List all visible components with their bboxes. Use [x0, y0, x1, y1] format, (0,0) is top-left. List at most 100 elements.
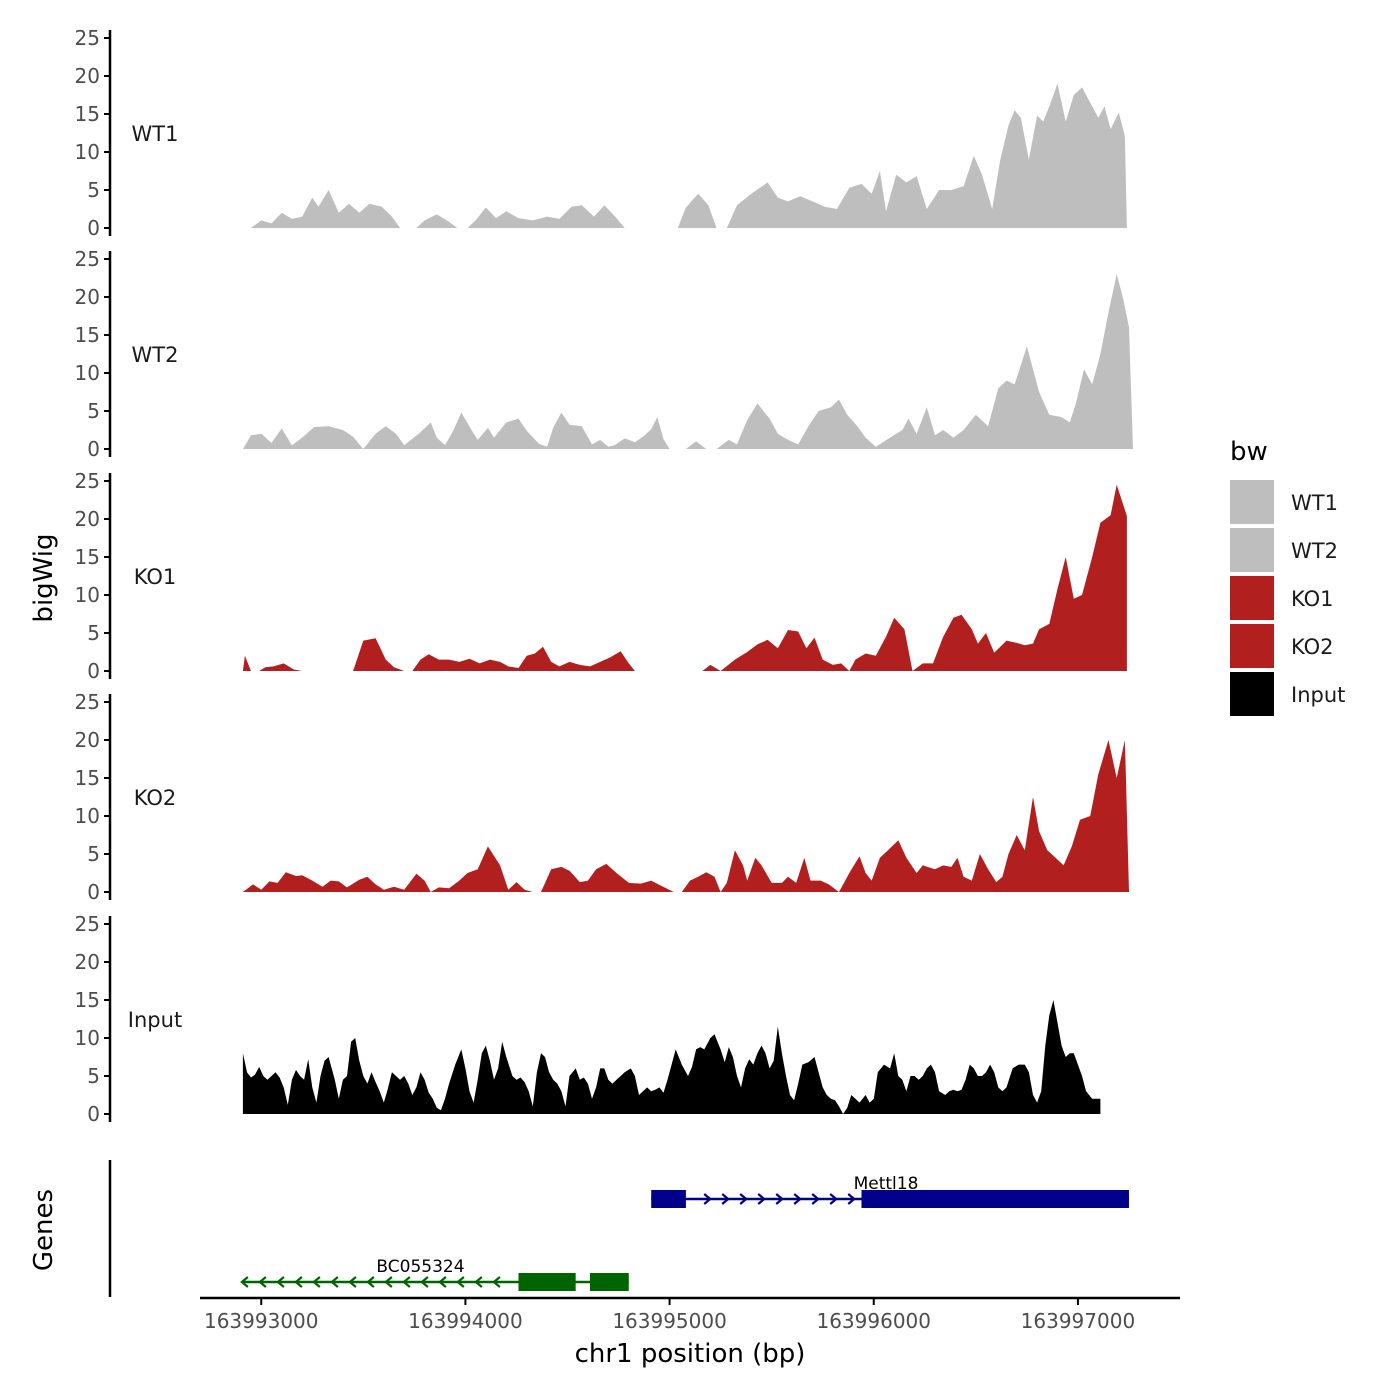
y-tick-label: 20 — [75, 728, 100, 752]
y-tick-label: 0 — [87, 1102, 100, 1126]
strand-arrow — [366, 1276, 375, 1288]
strand-arrow — [384, 1276, 393, 1288]
strand-arrow — [312, 1276, 321, 1288]
y-tick-label: 10 — [75, 1026, 100, 1050]
y-tick-label: 5 — [87, 399, 100, 423]
gene-track: Mettl18 BC055324 — [108, 1160, 1129, 1297]
track-label: WT1 — [132, 122, 179, 146]
gene-label: Mettl18 — [854, 1174, 919, 1194]
strand-arrow — [829, 1193, 838, 1205]
strand-arrow — [793, 1193, 802, 1205]
strand-arrow — [258, 1276, 267, 1288]
x-tick-label: 163996000 — [816, 1309, 931, 1333]
gene-bc055324: BC055324 — [240, 1257, 629, 1291]
gene-exon — [861, 1190, 1129, 1208]
y-tick-label: 25 — [75, 912, 100, 936]
strand-arrow — [456, 1276, 465, 1288]
y-tick-label: 10 — [75, 583, 100, 607]
strand-arrow — [240, 1276, 249, 1288]
signal-area-wt2 — [685, 441, 707, 449]
strand-arrow — [438, 1276, 447, 1288]
y-tick-label: 20 — [75, 507, 100, 531]
y-tick-label: 25 — [75, 26, 100, 50]
strand-arrow — [402, 1276, 411, 1288]
signal-area-ko1 — [259, 663, 303, 671]
track-label: Input — [128, 1008, 182, 1032]
track-label: KO2 — [134, 786, 177, 810]
track-label: KO1 — [134, 565, 177, 589]
signal-tracks: 0510152025WT10510152025WT20510152025KO10… — [75, 26, 1133, 1126]
strand-arrow — [811, 1193, 820, 1205]
legend-swatch-wt1 — [1230, 480, 1274, 524]
y-tick-label: 5 — [87, 1064, 100, 1088]
signal-area-wt1 — [416, 214, 458, 228]
y-tick-label: 15 — [75, 766, 100, 790]
y-tick-label: 10 — [75, 804, 100, 828]
y-tick-label: 10 — [75, 361, 100, 385]
y-tick-label: 0 — [87, 880, 100, 904]
signal-area-ko1 — [242, 655, 251, 671]
x-axis-title: chr1 position (bp) — [575, 1339, 806, 1369]
legend-swatch-ko1 — [1230, 576, 1274, 620]
signal-area-wt2 — [716, 274, 1133, 449]
legend-label-ko1: KO1 — [1291, 587, 1334, 611]
strand-arrow — [474, 1276, 483, 1288]
signal-area-ko1 — [702, 484, 1127, 671]
strand-arrow — [420, 1276, 429, 1288]
track-wt1: 0 5 10 15 20 25 WT1 — [75, 26, 1127, 240]
signal-area-ko1 — [353, 638, 405, 671]
legend-swatch-wt2 — [1230, 528, 1274, 572]
gene-mettl18: Mettl18 — [651, 1174, 1129, 1208]
track-wt2: 0 5 10 15 20 25 WT2 — [75, 247, 1133, 461]
strand-arrow — [492, 1276, 501, 1288]
legend-swatch-input — [1230, 672, 1274, 716]
strand-arrow — [703, 1193, 712, 1205]
signal-area-wt1 — [677, 193, 717, 228]
y-tick-label: 25 — [75, 690, 100, 714]
gene-exon — [651, 1190, 686, 1208]
y-tick-label: 0 — [87, 659, 100, 683]
signal-area-wt2 — [242, 412, 670, 449]
strand-arrow — [276, 1276, 285, 1288]
signal-area-ko2 — [242, 846, 533, 892]
x-axis: 163993000 163994000 163995000 163996000 1639… — [200, 1296, 1180, 1333]
x-tick-label: 163993000 — [204, 1309, 319, 1333]
y-tick-label: 5 — [87, 178, 100, 202]
y-tick-label: 5 — [87, 842, 100, 866]
strand-arrow — [739, 1193, 748, 1205]
y-tick-label: 15 — [75, 988, 100, 1012]
strand-arrow — [294, 1276, 303, 1288]
strand-arrow — [330, 1276, 339, 1288]
y-tick-label: 0 — [87, 216, 100, 240]
x-tick-label: 163994000 — [408, 1309, 523, 1333]
gene-exon — [589, 1273, 629, 1291]
legend-label-wt1: WT1 — [1291, 491, 1338, 515]
y-tick-label: 0 — [87, 437, 100, 461]
track-ko2: 0 5 10 15 20 25 KO2 — [75, 690, 1129, 904]
y-tick-label: 25 — [75, 469, 100, 493]
legend-swatch-ko2 — [1230, 624, 1274, 668]
signal-area-input — [242, 1000, 1101, 1114]
y-tick-label: 15 — [75, 102, 100, 126]
y-tick-label: 25 — [75, 247, 100, 271]
signal-area-ko2 — [541, 863, 674, 892]
track-input: 0 5 10 15 20 25 Input — [75, 912, 1101, 1126]
y-tick-label: 10 — [75, 140, 100, 164]
genes-axis-title: Genes — [29, 1189, 59, 1271]
track-ko1: 0 5 10 15 20 25 KO1 — [75, 469, 1127, 683]
gene-label: BC055324 — [376, 1257, 464, 1277]
legend-title: bw — [1230, 437, 1268, 467]
y-axis-title: bigWig — [29, 533, 59, 622]
strand-arrow — [348, 1276, 357, 1288]
signal-area-wt1 — [467, 205, 625, 228]
signal-area-ko2 — [681, 740, 1129, 892]
gene-exon — [518, 1273, 576, 1291]
legend-label-wt2: WT2 — [1291, 539, 1338, 563]
legend-label-input: Input — [1291, 683, 1345, 707]
y-tick-label: 15 — [75, 323, 100, 347]
y-tick-label: 15 — [75, 545, 100, 569]
track-label: WT2 — [132, 343, 179, 367]
signal-area-ko1 — [412, 646, 635, 671]
x-tick-label: 163995000 — [612, 1309, 727, 1333]
